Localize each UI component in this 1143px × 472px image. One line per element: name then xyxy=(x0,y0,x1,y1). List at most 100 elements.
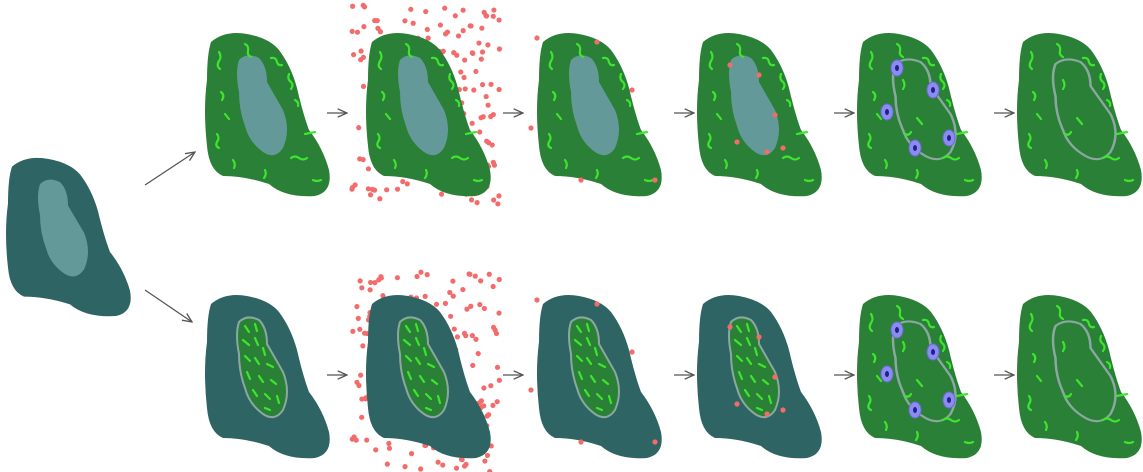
particle xyxy=(460,287,465,292)
cell xyxy=(927,344,939,360)
particle xyxy=(385,462,390,467)
particle xyxy=(362,4,367,9)
particle xyxy=(450,278,455,283)
cell xyxy=(891,60,903,76)
particle xyxy=(375,18,380,23)
particle xyxy=(461,8,466,13)
particle xyxy=(481,385,486,390)
particle xyxy=(477,129,482,134)
particle xyxy=(456,33,461,38)
particle xyxy=(462,331,467,336)
particle xyxy=(780,145,785,150)
particle xyxy=(409,451,414,456)
particle xyxy=(490,142,495,147)
cell xyxy=(909,402,921,418)
particle xyxy=(652,177,657,182)
patch xyxy=(528,295,661,458)
particle xyxy=(451,50,456,55)
particle xyxy=(491,197,496,202)
particle xyxy=(354,380,359,385)
particle xyxy=(488,82,493,87)
particle xyxy=(528,125,533,130)
particle xyxy=(491,160,496,165)
particle xyxy=(458,69,463,74)
particle xyxy=(477,302,482,307)
particle xyxy=(497,87,502,92)
particle xyxy=(470,50,475,55)
patch xyxy=(1017,295,1142,458)
particle xyxy=(423,9,428,14)
particle xyxy=(418,466,423,471)
particle xyxy=(764,411,769,416)
particle xyxy=(455,334,460,339)
particle xyxy=(440,462,445,467)
particle xyxy=(497,277,502,282)
particle xyxy=(481,403,486,408)
particle xyxy=(772,112,777,117)
particle xyxy=(462,57,467,62)
cell xyxy=(891,322,903,338)
particle xyxy=(629,349,634,354)
particle xyxy=(395,275,400,280)
particle xyxy=(350,329,355,334)
particle xyxy=(483,13,488,18)
particle xyxy=(473,274,478,279)
particle xyxy=(727,324,732,329)
particle xyxy=(357,327,362,332)
particle xyxy=(578,177,583,182)
particle xyxy=(360,343,365,348)
particle xyxy=(362,331,367,336)
particle xyxy=(366,186,371,191)
particle xyxy=(727,62,732,67)
particle xyxy=(463,86,468,91)
particle xyxy=(476,40,481,45)
particle xyxy=(356,125,361,130)
patch xyxy=(857,33,982,196)
particle xyxy=(355,30,360,35)
particle xyxy=(375,26,380,31)
particle xyxy=(454,466,459,471)
particle xyxy=(496,17,501,22)
particle xyxy=(443,301,448,306)
particle xyxy=(772,374,777,379)
particle xyxy=(351,52,356,57)
blob xyxy=(857,295,982,458)
particle xyxy=(386,441,391,446)
particle xyxy=(474,200,479,205)
particle xyxy=(496,310,501,315)
arrow xyxy=(145,152,195,185)
particle xyxy=(356,316,361,321)
particle xyxy=(488,383,493,388)
patch xyxy=(366,295,491,458)
particle xyxy=(491,7,496,12)
particle xyxy=(464,307,469,312)
particle xyxy=(491,14,496,19)
particle xyxy=(425,27,430,32)
particle xyxy=(358,373,363,378)
patch xyxy=(857,295,982,458)
cell xyxy=(881,104,893,120)
patch xyxy=(205,295,330,458)
particle xyxy=(354,304,359,309)
particle xyxy=(418,270,423,275)
particle xyxy=(361,55,366,60)
particle xyxy=(361,24,366,29)
cell xyxy=(909,140,921,156)
particle xyxy=(471,87,476,92)
particle xyxy=(414,274,419,279)
particle xyxy=(402,18,407,23)
diagram xyxy=(0,0,1143,472)
particle xyxy=(756,72,761,77)
particle xyxy=(484,94,489,99)
cell xyxy=(943,130,955,146)
particle xyxy=(405,181,410,186)
particle xyxy=(486,412,491,417)
particle xyxy=(497,46,502,51)
particle xyxy=(482,306,487,311)
particle xyxy=(400,179,405,184)
particle xyxy=(485,103,490,108)
particle xyxy=(528,387,533,392)
cell xyxy=(927,82,939,98)
particle xyxy=(479,26,484,31)
particle xyxy=(408,7,413,12)
